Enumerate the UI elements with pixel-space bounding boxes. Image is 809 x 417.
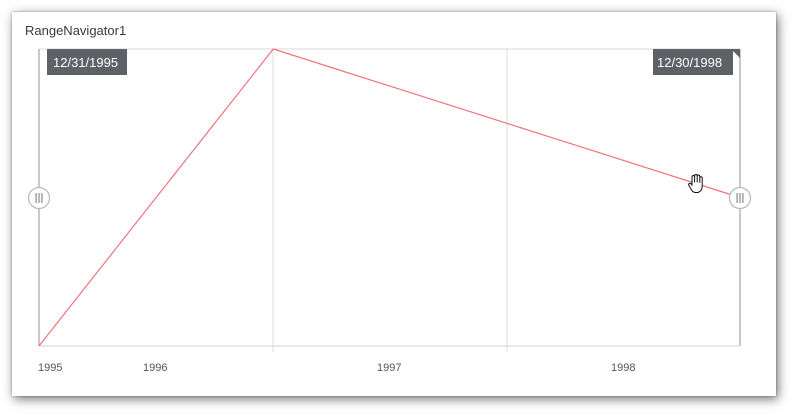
right-grip-icon <box>736 193 738 203</box>
start-tooltip-background <box>47 49 127 75</box>
end-tooltip-background <box>653 49 733 75</box>
range-navigator-chart[interactable]: 1995 1996 1997 1998 12/31/1995 12/30/199… <box>12 12 776 396</box>
tick-label-1995: 1995 <box>38 362 62 374</box>
start-date-label: 12/31/1995 <box>53 55 118 70</box>
end-tooltip-notch <box>731 49 740 58</box>
start-date-tooltip: 12/31/1995 <box>47 49 127 75</box>
series-line <box>38 48 741 347</box>
start-tooltip-notch <box>47 49 56 58</box>
left-range-handle[interactable] <box>27 186 51 210</box>
left-grip-icon-bar <box>41 193 43 203</box>
tick-label-1998: 1998 <box>611 362 635 374</box>
tick-label-1996: 1996 <box>143 362 167 374</box>
end-date-label: 12/30/1998 <box>657 55 722 70</box>
left-grip-icon-bar <box>38 193 40 203</box>
end-date-tooltip: 12/30/1998 <box>653 49 740 75</box>
left-grip-icon <box>35 193 37 203</box>
hand-cursor-icon <box>688 174 703 193</box>
window-title: RangeNavigator1 <box>25 23 127 38</box>
right-grip-icon-bar <box>742 193 744 203</box>
right-grip-icon-bar <box>739 193 741 203</box>
range-navigator-window: RangeNavigator1 1995 1996 1997 1998 12/3… <box>12 12 776 396</box>
right-range-handle[interactable] <box>728 186 752 210</box>
tick-label-1997: 1997 <box>377 362 401 374</box>
